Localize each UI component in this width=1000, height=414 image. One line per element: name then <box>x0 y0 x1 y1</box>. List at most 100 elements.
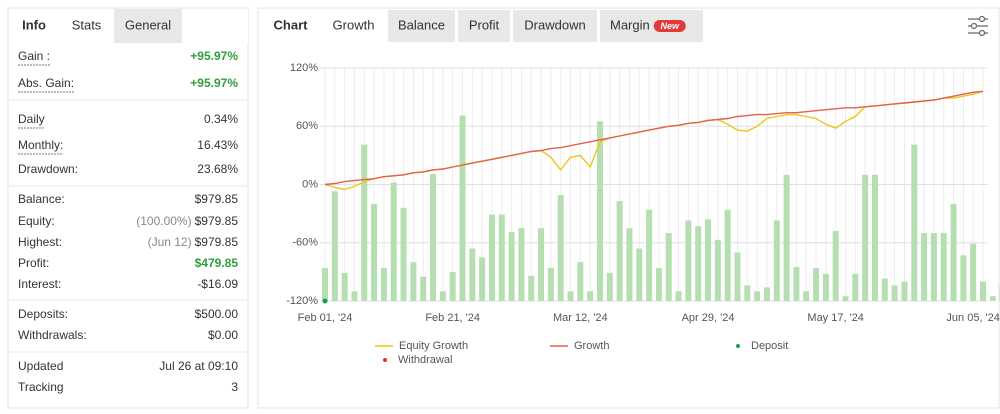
bar <box>774 220 780 301</box>
bar <box>754 291 760 301</box>
stat-value: $979.85 <box>195 235 239 249</box>
legend-label: Growth <box>574 340 609 352</box>
bar <box>843 296 849 301</box>
tab-label[interactable]: Growth <box>333 17 375 32</box>
stat-label: Balance: <box>18 192 65 206</box>
stat-value: $979.85 <box>195 192 239 206</box>
stat-value: -$16.09 <box>197 277 238 291</box>
bar <box>440 291 446 301</box>
bar <box>862 175 868 301</box>
bar <box>715 240 721 301</box>
tab-label[interactable]: Balance <box>398 17 445 32</box>
bar <box>852 274 858 301</box>
stat-label: Equity: <box>18 214 55 228</box>
bar <box>725 210 731 301</box>
bar <box>617 201 623 301</box>
legend-swatch <box>736 344 740 348</box>
bar <box>568 291 574 301</box>
left-panel <box>8 8 248 408</box>
x-tick-label: Mar 12, '24 <box>553 312 608 324</box>
bar <box>518 228 524 301</box>
tab-label[interactable]: Info <box>22 17 46 32</box>
tab-filler <box>182 9 248 43</box>
bar <box>577 262 583 301</box>
bar <box>882 279 888 301</box>
legend-label: Deposit <box>751 340 788 352</box>
x-tick-label: Apr 29, '24 <box>682 312 735 324</box>
bar <box>361 145 367 301</box>
bar <box>430 174 436 301</box>
y-tick-label: 120% <box>290 62 318 74</box>
stat-label: Drawdown: <box>18 162 78 176</box>
tab-label[interactable]: Profit <box>469 17 500 32</box>
legend-swatch <box>383 358 387 362</box>
bar <box>960 255 966 301</box>
stat-label: Interest: <box>18 277 61 291</box>
bar <box>450 272 456 301</box>
stat-label: Gain : <box>18 49 50 63</box>
bar <box>803 291 809 301</box>
bar <box>489 215 495 301</box>
stat-value: $479.85 <box>195 256 239 270</box>
bar <box>646 210 652 301</box>
bar <box>548 268 554 301</box>
y-tick-label: -120% <box>286 295 318 307</box>
x-tick-label: May 17, '24 <box>807 312 864 324</box>
y-tick-label: 0% <box>302 178 318 190</box>
bar <box>980 282 986 301</box>
stat-value: 23.68% <box>197 162 238 176</box>
stat-value: +95.97% <box>190 76 238 90</box>
stat-note: (Jun 12) <box>148 235 192 249</box>
bar <box>970 244 976 301</box>
bar <box>872 175 878 301</box>
bar <box>626 228 632 301</box>
stat-value: +95.97% <box>190 49 238 63</box>
bar <box>951 204 957 301</box>
bar <box>607 273 613 301</box>
stat-label: Abs. Gain: <box>18 76 74 90</box>
bar <box>587 291 593 301</box>
tab-label[interactable]: Stats <box>72 17 102 32</box>
bar <box>744 285 750 301</box>
settings-icon[interactable] <box>968 17 988 36</box>
new-badge-label: New <box>660 21 680 31</box>
bar <box>901 282 907 301</box>
bar <box>941 233 947 301</box>
stat-note: (100.00%) <box>136 214 191 228</box>
stat-label: Profit: <box>18 256 49 270</box>
point <box>323 299 328 304</box>
legend-label: Equity Growth <box>399 340 468 352</box>
stat-label: Daily <box>18 112 45 126</box>
bar <box>332 191 338 301</box>
stat-label: Monthly: <box>18 138 63 152</box>
tab-label[interactable]: Margin <box>610 17 650 32</box>
bar <box>833 231 839 301</box>
bar <box>990 296 996 301</box>
bar <box>459 116 465 301</box>
tab-label[interactable]: General <box>125 17 171 32</box>
bar <box>371 204 377 301</box>
tab-label[interactable]: Drawdown <box>524 17 585 32</box>
y-tick-label: 60% <box>296 120 318 132</box>
bar <box>823 274 829 301</box>
bar <box>685 220 691 301</box>
stat-value: $500.00 <box>195 307 239 321</box>
bar <box>921 233 927 301</box>
stat-value: $0.00 <box>208 328 238 342</box>
bar <box>784 175 790 301</box>
tab-label[interactable]: Chart <box>274 17 309 32</box>
bar <box>420 277 426 301</box>
bar <box>892 285 898 301</box>
bar <box>509 232 515 301</box>
bar <box>479 257 485 301</box>
bar <box>381 268 387 301</box>
bar <box>705 219 711 301</box>
stat-value: $979.85 <box>195 214 239 228</box>
bar <box>499 215 505 301</box>
y-tick-label: -60% <box>292 237 318 249</box>
bar <box>469 249 475 301</box>
bar <box>401 208 407 301</box>
stat-label: Highest: <box>18 235 62 249</box>
bar <box>813 268 819 301</box>
bar <box>538 228 544 301</box>
